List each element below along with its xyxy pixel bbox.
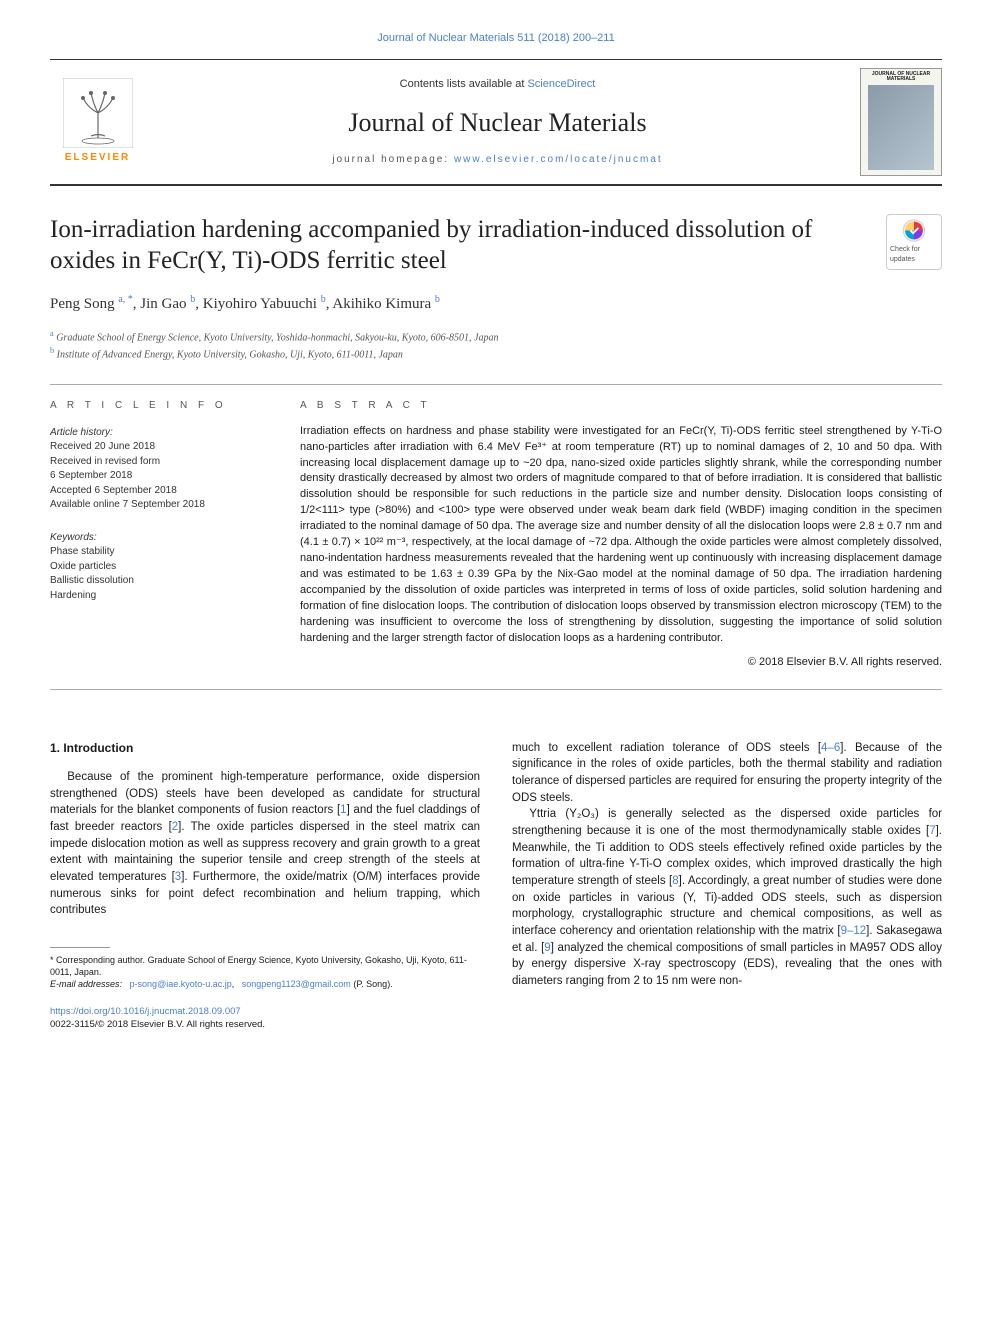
author: Kiyohiro Yabuuchi b <box>203 296 326 312</box>
article-info: A R T I C L E I N F O Article history: R… <box>50 399 270 671</box>
divider <box>50 384 942 385</box>
history-item: 6 September 2018 <box>50 469 270 484</box>
author: Jin Gao b <box>140 296 195 312</box>
cover-image <box>868 85 935 170</box>
authors-line: Peng Song a, *, Jin Gao b, Kiyohiro Yabu… <box>50 292 942 316</box>
column-right: much to excellent radiation tolerance of… <box>512 740 942 1032</box>
abstract: A B S T R A C T Irradiation effects on h… <box>300 399 942 671</box>
homepage-line: journal homepage: www.elsevier.com/locat… <box>145 152 850 167</box>
body-paragraph: much to excellent radiation tolerance of… <box>512 740 942 807</box>
info-abstract-row: A R T I C L E I N F O Article history: R… <box>50 399 942 671</box>
sciencedirect-link[interactable]: ScienceDirect <box>527 78 595 90</box>
top-citation-link[interactable]: Journal of Nuclear Materials 511 (2018) … <box>50 30 942 47</box>
cover-title: JOURNAL OF NUCLEAR MATERIALS <box>864 72 938 83</box>
corresponding-note: * Corresponding author. Graduate School … <box>50 954 480 978</box>
divider <box>50 689 942 690</box>
contents-line: Contents lists available at ScienceDirec… <box>145 76 850 93</box>
email-line: E-mail addresses: p-song@iae.kyoto-u.ac.… <box>50 978 480 990</box>
doi-block: https://doi.org/10.1016/j.jnucmat.2018.0… <box>50 1005 480 1033</box>
history-label: Article history: <box>50 426 270 441</box>
elsevier-tree-icon <box>63 78 133 148</box>
issn-line: 0022-3115/© 2018 Elsevier B.V. All right… <box>50 1019 265 1030</box>
homepage-link[interactable]: www.elsevier.com/locate/jnucmat <box>454 154 663 165</box>
body-columns: 1. Introduction Because of the prominent… <box>50 740 942 1032</box>
footnote-rule <box>50 947 110 948</box>
journal-name: Journal of Nuclear Materials <box>145 103 850 142</box>
affiliations: a Graduate School of Energy Science, Kyo… <box>50 328 942 363</box>
masthead-center: Contents lists available at ScienceDirec… <box>145 76 850 167</box>
journal-cover-thumbnail: JOURNAL OF NUCLEAR MATERIALS <box>860 68 942 176</box>
abstract-text: Irradiation effects on hardness and phas… <box>300 424 942 647</box>
history-item: Received in revised form <box>50 455 270 470</box>
keyword: Hardening <box>50 589 270 604</box>
body-paragraph: Because of the prominent high-temperatur… <box>50 769 480 919</box>
column-left: 1. Introduction Because of the prominent… <box>50 740 480 1032</box>
email-link[interactable]: songpeng1123@gmail.com <box>242 979 351 989</box>
section-heading: 1. Introduction <box>50 740 480 757</box>
keyword: Oxide particles <box>50 560 270 575</box>
body-paragraph: Yttria (Y₂O₃) is generally selected as t… <box>512 806 942 989</box>
abstract-copyright: © 2018 Elsevier B.V. All rights reserved… <box>300 655 942 671</box>
footnotes: * Corresponding author. Graduate School … <box>50 954 480 990</box>
homepage-label: journal homepage: <box>332 154 454 165</box>
author: Akihiko Kimura b <box>332 296 440 312</box>
history-item: Available online 7 September 2018 <box>50 498 270 513</box>
history-item: Accepted 6 September 2018 <box>50 484 270 499</box>
crossmark-icon <box>900 218 928 243</box>
masthead: ELSEVIER Contents lists available at Sci… <box>50 59 942 186</box>
history-item: Received 20 June 2018 <box>50 440 270 455</box>
contents-label: Contents lists available at <box>400 78 528 90</box>
keywords-block: Keywords: Phase stability Oxide particle… <box>50 531 270 604</box>
title-block: Ion-irradiation hardening accompanied by… <box>50 214 942 277</box>
article-info-heading: A R T I C L E I N F O <box>50 399 270 414</box>
author: Peng Song a, * <box>50 296 133 312</box>
publisher-logo: ELSEVIER <box>50 78 145 165</box>
affiliation: a Graduate School of Energy Science, Kyo… <box>50 328 942 345</box>
keywords-label: Keywords: <box>50 531 270 546</box>
doi-link[interactable]: https://doi.org/10.1016/j.jnucmat.2018.0… <box>50 1006 241 1017</box>
publisher-label: ELSEVIER <box>50 150 145 165</box>
check-for-updates-badge[interactable]: Check for updates <box>886 214 942 270</box>
affiliation: b Institute of Advanced Energy, Kyoto Un… <box>50 345 942 362</box>
keyword: Ballistic dissolution <box>50 574 270 589</box>
updates-badge-label: Check for updates <box>890 245 938 266</box>
keyword: Phase stability <box>50 545 270 560</box>
abstract-heading: A B S T R A C T <box>300 399 942 414</box>
email-link[interactable]: p-song@iae.kyoto-u.ac.jp <box>130 979 232 989</box>
article-title: Ion-irradiation hardening accompanied by… <box>50 214 866 277</box>
email-tail: (P. Song). <box>353 979 392 989</box>
